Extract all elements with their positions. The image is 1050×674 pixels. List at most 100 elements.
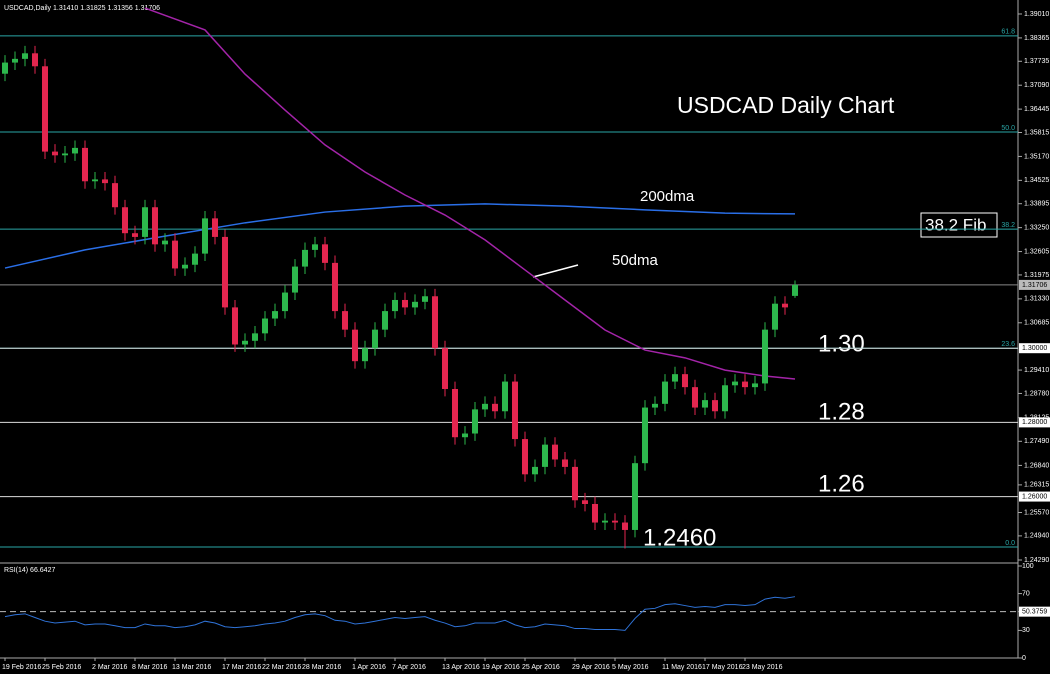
candle-body — [452, 388, 458, 438]
candle-body — [652, 403, 658, 408]
candle-body — [732, 381, 738, 386]
candle-body — [712, 400, 718, 412]
candle-body — [152, 207, 158, 245]
x-tick-label: 13 Mar 2016 — [172, 664, 211, 671]
price-box — [1019, 417, 1050, 428]
candle-body — [402, 299, 408, 308]
candle-body — [752, 383, 758, 388]
chart-header: USDCAD,Daily 1.31410 1.31825 1.31356 1.3… — [4, 5, 160, 12]
candle-body — [462, 433, 468, 438]
rsi-box — [1019, 606, 1050, 617]
candle-body — [372, 329, 378, 349]
x-tick-label: 7 Apr 2016 — [392, 664, 426, 671]
candle-body — [2, 62, 8, 74]
price-box-label: 1.30000 — [1022, 345, 1047, 352]
candle-body — [232, 307, 238, 345]
candle-body — [282, 292, 288, 312]
rsi-tick-label: 30 — [1022, 627, 1030, 634]
candle-body — [172, 240, 178, 269]
candle-body — [682, 374, 688, 388]
x-tick-label: 19 Feb 2016 — [2, 664, 41, 671]
candle-body — [772, 303, 778, 330]
candle-body — [102, 179, 108, 184]
candle-body — [342, 311, 348, 330]
y-tick-label: 1.24290 — [1024, 557, 1049, 564]
candle-body — [252, 333, 258, 341]
candle-body — [162, 240, 168, 245]
fib-label: 23.6 — [1001, 341, 1015, 348]
fib-label: 0.0 — [1005, 540, 1015, 547]
current-price-box — [1019, 279, 1050, 290]
y-tick-label: 1.34525 — [1024, 177, 1049, 184]
moving-average — [4, 203, 796, 269]
candle-body — [782, 303, 788, 308]
candle-body — [472, 409, 478, 434]
candle-body — [502, 381, 508, 412]
annotation-arrow — [532, 264, 579, 278]
ma-annotation: 200dma — [640, 188, 695, 205]
candle-body — [582, 500, 588, 504]
candle-body — [642, 407, 648, 464]
candle-body — [322, 244, 328, 263]
candle-body — [12, 58, 18, 63]
candle-body — [702, 400, 708, 408]
y-tick-label: 1.28780 — [1024, 390, 1049, 397]
fib-label: 38.2 — [1001, 222, 1015, 229]
candle-body — [132, 233, 138, 237]
y-tick-label: 1.24940 — [1024, 533, 1049, 540]
ma-annotation: 50dma — [612, 252, 659, 269]
candle-body — [122, 207, 128, 234]
x-tick-label: 11 May 2016 — [662, 664, 702, 671]
candle-body — [32, 53, 38, 67]
candle-body — [722, 385, 728, 412]
candle-body — [572, 466, 578, 501]
candle-body — [222, 236, 228, 308]
rsi-tick-label: 50.3759 — [1022, 608, 1047, 615]
chart-annotation: USDCAD Daily Chart — [677, 92, 895, 118]
x-tick-label: 19 Apr 2016 — [482, 664, 520, 671]
level-annotation: 1.28 — [818, 398, 865, 425]
candle-body — [542, 444, 548, 467]
y-tick-label: 1.32605 — [1024, 248, 1049, 255]
rsi-tick-label: 100 — [1022, 563, 1034, 570]
candle-body — [612, 520, 618, 523]
price-box — [1019, 491, 1050, 502]
y-tick-label: 1.39010 — [1024, 11, 1049, 18]
annotation-box — [920, 212, 998, 238]
candle-body — [412, 301, 418, 308]
candle-body — [82, 147, 88, 182]
candle-body — [92, 179, 98, 182]
rsi-tick-label: 0 — [1022, 655, 1026, 662]
candle-body — [422, 296, 428, 302]
candle-body — [72, 147, 78, 154]
y-tick-label: 1.36445 — [1024, 106, 1049, 113]
y-tick-label: 1.26315 — [1024, 482, 1049, 489]
x-tick-label: 28 Mar 2016 — [302, 664, 341, 671]
candle-body — [792, 284, 798, 296]
candle-body — [272, 311, 278, 319]
y-tick-label: 1.30685 — [1024, 320, 1049, 327]
level-annotation: 1.30 — [818, 330, 865, 357]
candle-body — [292, 266, 298, 293]
x-tick-label: 13 Apr 2016 — [442, 664, 480, 671]
candle-body — [242, 340, 248, 345]
x-tick-label: 1 Apr 2016 — [352, 664, 386, 671]
x-tick-label: 22 Mar 2016 — [262, 664, 301, 671]
candle-body — [442, 348, 448, 389]
candle-body — [552, 444, 558, 460]
fib-annotation: 38.2 Fib — [925, 215, 986, 234]
candle-body — [492, 403, 498, 412]
y-tick-label: 1.37735 — [1024, 58, 1049, 65]
rsi-tick-label: 70 — [1022, 590, 1030, 597]
candle-body — [622, 522, 628, 530]
candle-body — [672, 374, 678, 382]
candle-body — [192, 253, 198, 265]
x-tick-label: 29 Apr 2016 — [572, 664, 610, 671]
candle-body — [482, 403, 488, 410]
x-tick-label: 17 Mar 2016 — [222, 664, 261, 671]
candle-body — [592, 503, 598, 523]
candle-body — [432, 296, 438, 349]
current-price-label: 1.31706 — [1022, 282, 1047, 289]
